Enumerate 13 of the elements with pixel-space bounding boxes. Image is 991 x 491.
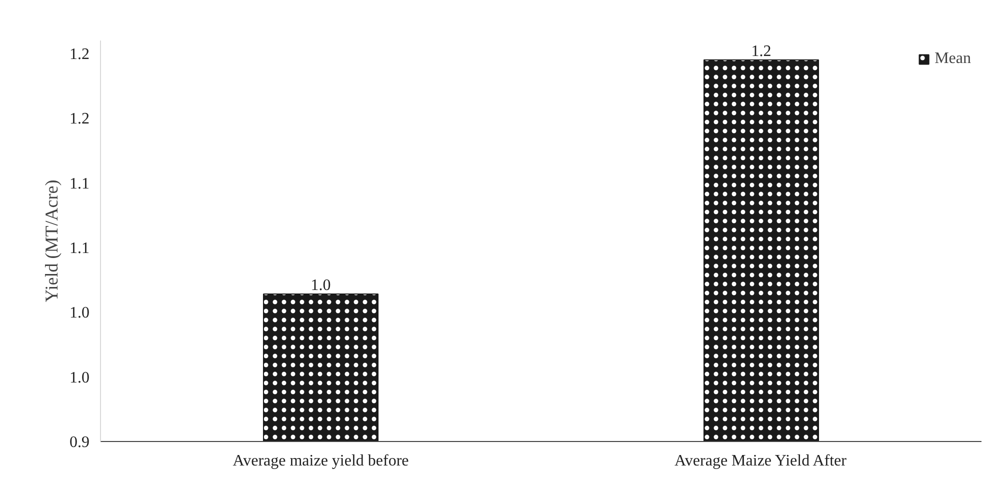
y-tick-label: 1.1 xyxy=(70,175,90,192)
y-tick-label: 0.9 xyxy=(70,434,90,451)
y-tick-label: 1.0 xyxy=(70,304,90,322)
x-tick-label: Average maize yield before xyxy=(232,452,409,470)
data-label: 1.0 xyxy=(310,277,331,294)
data-label: 1.2 xyxy=(751,42,772,60)
y-tick-label: 1.1 xyxy=(70,240,90,257)
y-tick-label: 1.2 xyxy=(70,110,90,128)
y-axis-title: Yield (MT/Acre) xyxy=(42,180,62,302)
y-tick-label: 1.0 xyxy=(70,369,90,386)
x-tick-label: Average Maize Yield After xyxy=(674,452,848,470)
y-tick-label: 1.2 xyxy=(70,46,90,63)
legend-label: Mean xyxy=(934,50,971,68)
